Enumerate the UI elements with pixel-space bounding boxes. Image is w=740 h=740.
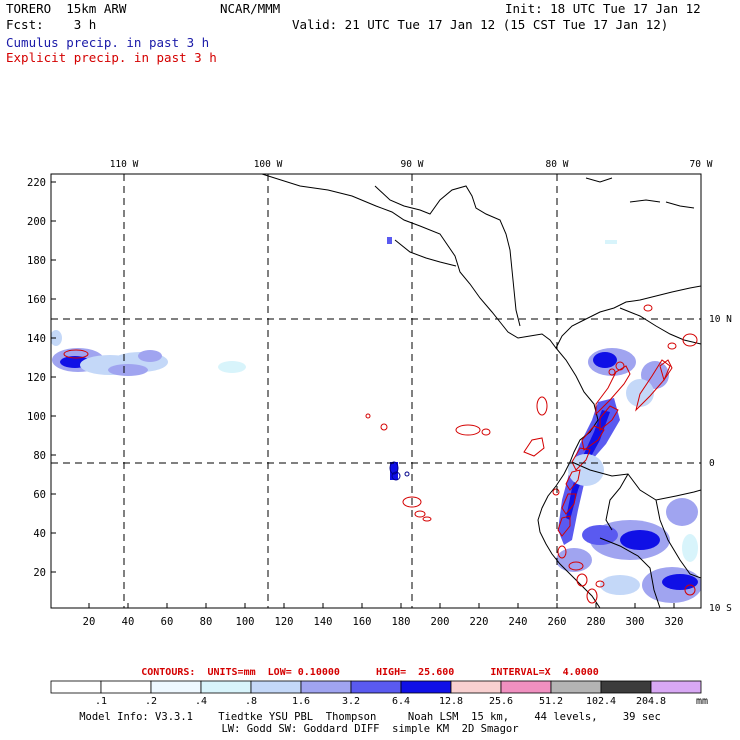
legend-label: .8 bbox=[245, 696, 257, 707]
precip-area bbox=[682, 534, 698, 562]
lon-label: 110 W bbox=[110, 159, 139, 170]
legend-swatch bbox=[450, 680, 502, 694]
legend-label: 1.6 bbox=[292, 696, 310, 707]
precip-area bbox=[390, 462, 398, 480]
precip-area bbox=[662, 574, 698, 590]
coastlines bbox=[261, 174, 701, 608]
x-tick-label: 140 bbox=[314, 616, 333, 628]
y-tick-label: 160 bbox=[27, 294, 46, 306]
precip-area bbox=[666, 498, 698, 526]
model-info-line1: Model Info: V3.3.1 Tiedtke YSU PBL Thomp… bbox=[79, 711, 661, 723]
lon-label: 80 W bbox=[546, 159, 569, 170]
precip-area bbox=[218, 361, 246, 373]
y-tick-label: 20 bbox=[33, 567, 46, 579]
lat-label: 10 N bbox=[709, 314, 732, 325]
legend-label: 3.2 bbox=[342, 696, 360, 707]
x-tick-label: 80 bbox=[200, 616, 213, 628]
lat-lon-grid bbox=[51, 174, 701, 608]
y-tick-label: 140 bbox=[27, 333, 46, 345]
x-tick-label: 60 bbox=[161, 616, 174, 628]
init-time: Init: 18 UTC Tue 17 Jan 12 bbox=[505, 1, 701, 16]
lon-label: 90 W bbox=[401, 159, 424, 170]
legend-swatch bbox=[150, 680, 202, 694]
cumulus-precip-label: Cumulus precip. in past 3 h bbox=[6, 35, 210, 50]
precip-area bbox=[556, 548, 592, 572]
precip-area bbox=[138, 350, 162, 362]
lat-label: 0 bbox=[709, 458, 715, 469]
legend-swatch bbox=[600, 680, 652, 694]
legend-swatch bbox=[550, 680, 602, 694]
precip-area bbox=[593, 352, 617, 368]
precip-fields bbox=[51, 237, 701, 603]
legend-label: .2 bbox=[145, 696, 157, 707]
precip-area bbox=[600, 575, 640, 595]
lat-label: 10 S bbox=[709, 603, 732, 614]
precip-area bbox=[387, 237, 392, 244]
legend-label: .1 bbox=[95, 696, 107, 707]
precip-area bbox=[620, 530, 660, 550]
x-tick-label: 320 bbox=[665, 616, 684, 628]
x-tick-label: 240 bbox=[509, 616, 528, 628]
y-tick-label: 200 bbox=[27, 216, 46, 228]
color-legend bbox=[50, 680, 702, 694]
y-tick-label: 80 bbox=[33, 450, 46, 462]
center-label: NCAR/MMM bbox=[220, 1, 281, 16]
legend-swatch bbox=[650, 680, 702, 694]
lon-label: 70 W bbox=[690, 159, 713, 170]
x-tick-label: 180 bbox=[392, 616, 411, 628]
precip-area bbox=[51, 330, 62, 346]
legend-swatch bbox=[100, 680, 152, 694]
x-tick-label: 40 bbox=[122, 616, 135, 628]
explicit-precip-contours bbox=[63, 304, 698, 604]
x-tick-label: 300 bbox=[626, 616, 645, 628]
precip-area bbox=[626, 379, 654, 407]
legend-label: .4 bbox=[195, 696, 207, 707]
y-tick-label: 180 bbox=[27, 255, 46, 267]
legend-label: 25.6 bbox=[489, 696, 513, 707]
valid-time: Valid: 21 UTC Tue 17 Jan 12 (15 CST Tue … bbox=[292, 17, 669, 32]
legend-label: 6.4 bbox=[392, 696, 410, 707]
precip-area bbox=[558, 398, 620, 545]
legend-label: 204.8 bbox=[636, 696, 666, 707]
legend-swatch bbox=[350, 680, 402, 694]
precip-area bbox=[582, 525, 618, 545]
model-info-line2: LW: Godd SW: Goddard DIFF simple KM 2D S… bbox=[221, 723, 519, 735]
legend-unit: mm bbox=[696, 696, 708, 707]
legend-swatch bbox=[400, 680, 452, 694]
precip-area bbox=[568, 454, 604, 486]
legend-swatch bbox=[50, 680, 102, 694]
forecast-hour: Fcst: 3 h bbox=[6, 17, 97, 32]
legend-label: 51.2 bbox=[539, 696, 563, 707]
x-tick-label: 260 bbox=[548, 616, 567, 628]
y-tick-label: 120 bbox=[27, 372, 46, 384]
legend-swatch bbox=[250, 680, 302, 694]
legend-label: 102.4 bbox=[586, 696, 616, 707]
y-tick-label: 60 bbox=[33, 489, 46, 501]
x-tick-label: 220 bbox=[470, 616, 489, 628]
x-tick-label: 160 bbox=[353, 616, 372, 628]
precip-area bbox=[108, 364, 148, 376]
legend-swatch bbox=[500, 680, 552, 694]
precip-area bbox=[605, 240, 617, 244]
y-tick-label: 220 bbox=[27, 177, 46, 189]
x-tick-label: 100 bbox=[236, 616, 255, 628]
cumulus-precip-contours bbox=[389, 461, 410, 481]
x-tick-label: 120 bbox=[275, 616, 294, 628]
lon-label: 100 W bbox=[254, 159, 283, 170]
model-title: TORERO 15km ARW bbox=[6, 1, 127, 16]
legend-label: 12.8 bbox=[439, 696, 463, 707]
legend-swatch bbox=[200, 680, 252, 694]
x-tick-label: 200 bbox=[431, 616, 450, 628]
y-tick-label: 100 bbox=[27, 411, 46, 423]
axis-ticks bbox=[51, 181, 675, 608]
legend-swatch bbox=[300, 680, 352, 694]
explicit-precip-label: Explicit precip. in past 3 h bbox=[6, 50, 217, 65]
map-frame bbox=[50, 173, 702, 609]
x-tick-label: 280 bbox=[587, 616, 606, 628]
y-tick-label: 40 bbox=[33, 528, 46, 540]
contour-info: CONTOURS: UNITS=mm LOW= 0.10000 HIGH= 25… bbox=[141, 667, 599, 678]
x-tick-label: 20 bbox=[83, 616, 96, 628]
